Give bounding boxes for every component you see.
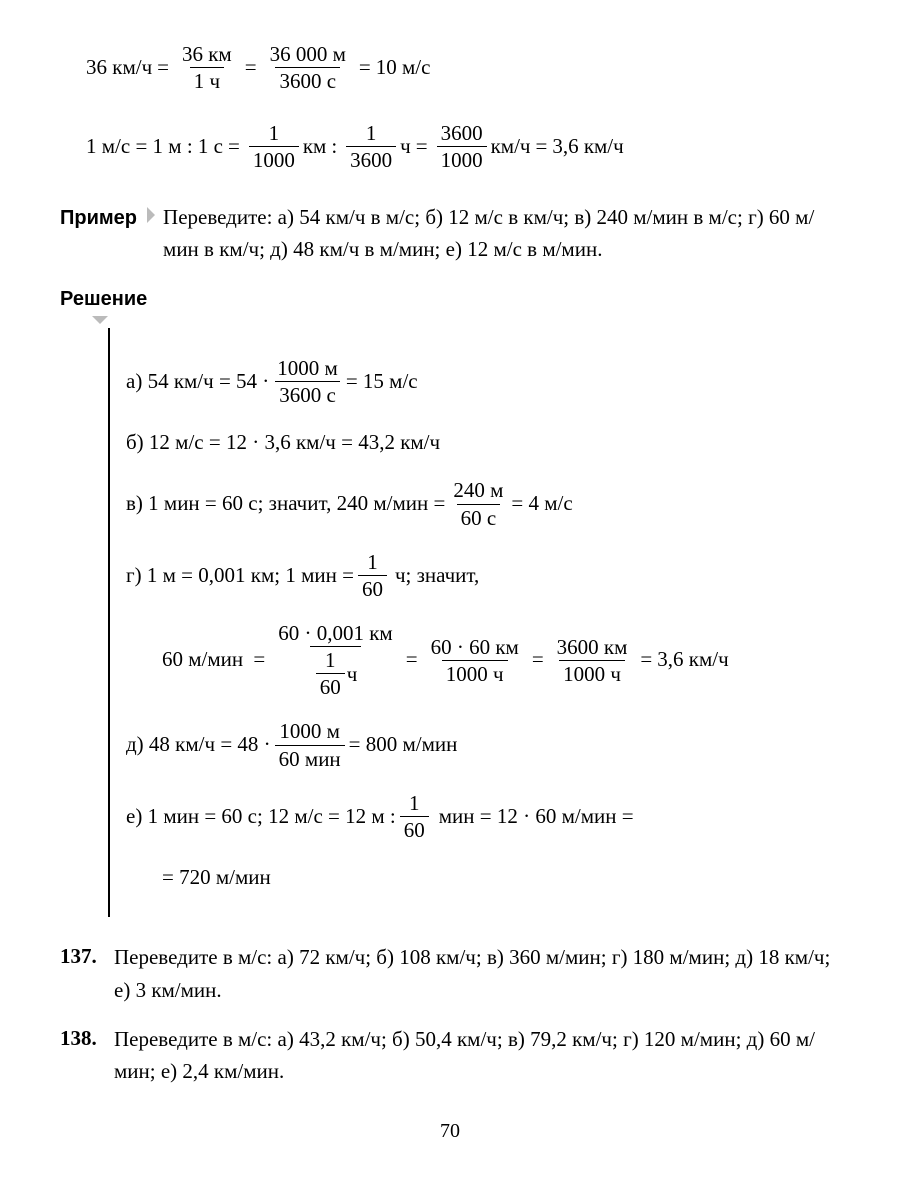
solution-b: б) 12 м/с = 12 · 3,6 км/ч = 43,2 км/ч [126, 427, 840, 459]
eq2-frac2: 1 3600 [346, 121, 396, 172]
exercise-text: Переведите в м/с: а) 72 км/ч; б) 108 км/… [114, 941, 840, 1006]
sol-d2-frac2: 60 · 60 км 1000 ч [427, 635, 523, 686]
solution-f-line2: = 720 м/мин [126, 862, 840, 894]
sol-d2-frac3: 3600 км 1000 ч [553, 635, 632, 686]
eq1-frac1: 36 км 1 ч [178, 42, 236, 93]
solution-e: д) 48 км/ч = 48 · 1000 м 60 мин = 800 м/… [126, 719, 840, 770]
sol-e-frac: 1000 м 60 мин [275, 719, 345, 770]
solution-label: Решение [60, 284, 840, 314]
exercise-number: 138. [60, 1023, 114, 1055]
solution-body: а) 54 км/ч = 54 · 1000 м 3600 с = 15 м/с… [108, 328, 840, 918]
sol-d1-frac: 1 60 [358, 550, 387, 601]
eq2-frac1: 1 1000 [249, 121, 299, 172]
sol-d2-frac1: 60 · 0,001 км 1 60 ч [274, 621, 397, 699]
eq1-rhs: 10 м/с [376, 52, 431, 84]
page-number: 70 [60, 1116, 840, 1146]
example-text: Переведите: а) 54 км/ч в м/с; б) 12 м/с … [163, 201, 840, 266]
eq2-lhs: 1 м/с = 1 м : 1 с [86, 131, 223, 163]
solution-d-line2: 60 м/мин = 60 · 0,001 км 1 60 ч = 60 · 6… [126, 621, 840, 699]
eq2-rhs: 3,6 км/ч [552, 131, 623, 163]
exercise-137: 137. Переведите в м/с: а) 72 км/ч; б) 10… [60, 941, 840, 1006]
sol-a-frac: 1000 м 3600 с [273, 356, 342, 407]
triangle-right-icon [147, 207, 155, 223]
eq1-frac2: 36 000 м 3600 с [266, 42, 350, 93]
sol-c-frac: 240 м 60 с [449, 478, 507, 529]
exercise-text: Переведите в м/с: а) 43,2 км/ч; б) 50,4 … [114, 1023, 840, 1088]
eq2-frac3: 3600 1000 [437, 121, 487, 172]
equation-2: 1 м/с = 1 м : 1 с = 1 1000 км : 1 3600 ч… [86, 121, 840, 172]
solution-c: в) 1 мин = 60 с; значит, 240 м/мин = 240… [126, 478, 840, 529]
example-block: Пример Переведите: а) 54 км/ч в м/с; б) … [60, 201, 840, 266]
sol-f1-frac: 1 60 [400, 791, 429, 842]
example-label: Пример [60, 201, 137, 233]
exercise-number: 137. [60, 941, 114, 973]
exercise-138: 138. Переведите в м/с: а) 43,2 км/ч; б) … [60, 1023, 840, 1088]
equation-1: 36 км/ч = 36 км 1 ч = 36 000 м 3600 с = … [86, 42, 840, 93]
solution-d-line1: г) 1 м = 0,001 км; 1 мин = 1 60 ч; значи… [126, 550, 840, 601]
eq1-lhs: 36 км/ч [86, 52, 152, 84]
solution-f-line1: е) 1 мин = 60 с; 12 м/с = 12 м : 1 60 ми… [126, 791, 840, 842]
solution-a: а) 54 км/ч = 54 · 1000 м 3600 с = 15 м/с [126, 356, 840, 407]
triangle-down-icon [92, 316, 108, 324]
